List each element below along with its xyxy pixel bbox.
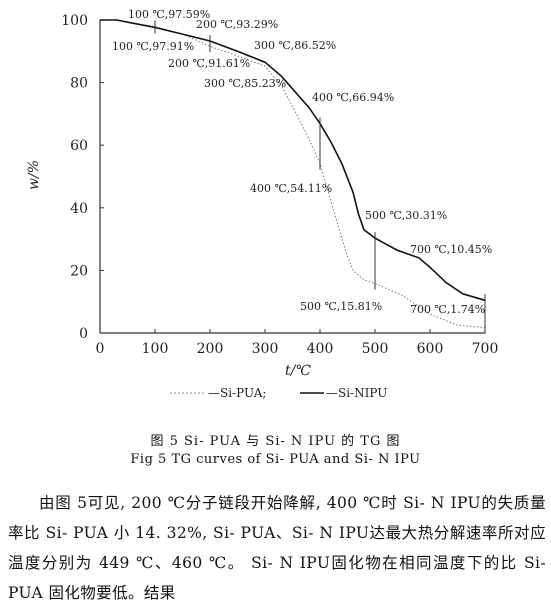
annotation-label: 700 ℃,1.74% — [410, 303, 485, 316]
annotation-label: 300 ℃,86.52% — [254, 39, 336, 52]
chart-axes — [99, 20, 485, 334]
body-paragraph: 由图 5可见, 200 ℃分子链段开始降解, 400 ℃时 Si- N IPU的… — [8, 494, 546, 602]
x-axis-label: t/℃ — [285, 363, 311, 379]
annotation-label: 200 ℃,93.29% — [196, 18, 278, 31]
x-tick-label: 0 — [96, 341, 105, 357]
y-tick-label: 40 — [70, 201, 88, 217]
y-axis-label: w/% — [26, 160, 42, 190]
y-tick-label: 20 — [70, 263, 88, 279]
body-text: 由图 5可见, 200 ℃分子链段开始降解, 400 ℃时 Si- N IPU的… — [8, 488, 546, 608]
x-tick-label: 500 — [362, 341, 389, 357]
legend-entry-si-pua: —Si-PUA; — [208, 386, 266, 400]
y-tick-label: 0 — [79, 326, 88, 342]
x-tick-label: 400 — [307, 341, 334, 357]
annotation-label: 500 ℃,15.81% — [300, 300, 382, 313]
chart-ticks: 0 100 200 300 400 500 600 700 0 20 40 60 80 100 — [61, 13, 498, 357]
y-tick-label: 100 — [61, 13, 88, 29]
figure-caption-chinese: 图 5 Si- PUA 与 Si- N IPU 的 TG 图 — [150, 434, 401, 449]
y-tick-label: 80 — [70, 76, 88, 92]
tg-chart: 0 100 200 300 400 500 600 700 0 20 40 60 80 100 100 ℃… — [26, 8, 498, 400]
annotation-label: 100 ℃,97.59% — [128, 8, 210, 21]
x-tick-label: 600 — [417, 341, 444, 357]
chart-annotations: 100 ℃,97.59% 100 ℃,97.91%200 ℃,93.29% 200 … — [112, 8, 492, 334]
y-tick-label: 60 — [70, 138, 88, 154]
figure-caption-english: Fig 5 TG curves of Si- PUA and Si- N IPU — [130, 452, 421, 467]
annotation-label: 100 ℃,97.91% — [112, 40, 194, 53]
x-tick-label: 700 — [472, 341, 499, 357]
legend-entry-si-nipu: —Si-NIPU — [326, 386, 387, 400]
x-tick-label: 100 — [142, 341, 169, 357]
chart-legend: —Si-PUA; —Si-NIPU — [170, 386, 387, 400]
series-line-si-nipu — [100, 19, 486, 302]
x-tick-label: 300 — [252, 341, 279, 357]
annotation-label: 500 ℃,30.31% — [365, 209, 447, 222]
x-tick-label: 200 — [197, 341, 224, 357]
annotation-label: 700 ℃,10.45% — [410, 243, 492, 256]
annotation-label: 200 ℃,91.61% — [168, 57, 250, 70]
annotation-label: 400 ℃,66.94% — [312, 91, 394, 104]
series-line-si-pua — [100, 19, 486, 329]
annotation-label: 400 ℃,54.11% — [250, 182, 332, 195]
chart-series — [100, 19, 486, 329]
annotation-label: 300 ℃,85.23% — [204, 77, 286, 90]
